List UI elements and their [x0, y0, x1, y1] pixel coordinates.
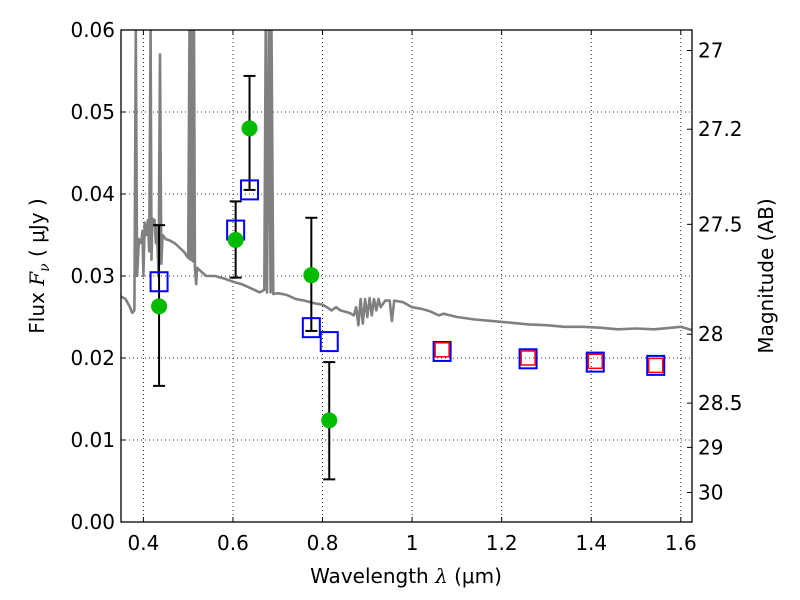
observed-point-4: [321, 412, 338, 429]
x-axis-label: Wavelength λ (μm): [310, 564, 502, 588]
x-tick-label-2: 0.8: [307, 531, 339, 555]
y2-tick-label-4: 28.5: [698, 391, 743, 415]
y-axis-label-unit: ( μJy ): [25, 198, 49, 263]
y-axis-label-subscript: ν: [37, 263, 53, 272]
axis-ticks: [121, 29, 692, 523]
x-axis-label-unit: (μm): [448, 564, 502, 588]
y-tick-label-0: 0.00: [70, 510, 115, 534]
x-tick-label-0: 0.4: [127, 531, 159, 555]
observed-point-0: [151, 298, 168, 315]
y-tick-label-3: 0.03: [70, 264, 115, 288]
x-tick-label-6: 1.6: [665, 531, 697, 555]
observed-point-3: [303, 267, 320, 284]
y2-tick-label-1: 27.2: [698, 117, 743, 141]
x-axis-label-symbol: λ: [434, 564, 448, 588]
model-square-2: [240, 179, 260, 201]
y2-tick-label-2: 27.5: [698, 212, 743, 236]
nir-square-3: [647, 357, 664, 374]
nir-square-0: [434, 342, 450, 358]
y2-tick-label-0: 27: [698, 39, 723, 63]
plot-area: [121, 30, 692, 481]
model-square-6: [518, 348, 538, 370]
y-axis-label: Flux Fν ( μJy ): [25, 198, 53, 333]
tick-labels: 0.4 0.6 0.8 1 1.2 1.4 1.6 0.00 0.01 0.02 0.03 0.04 0…: [70, 18, 742, 555]
y-tick-label-6: 0.06: [70, 18, 115, 42]
x-tick-label-4: 1.2: [486, 531, 518, 555]
x-tick-label-3: 1: [406, 531, 419, 555]
y-tick-label-4: 0.04: [70, 182, 115, 206]
y-tick-label-2: 0.02: [70, 346, 115, 370]
observed-point-1: [227, 231, 244, 248]
model-square-0: [149, 271, 169, 293]
y-axis-label-text: Flux: [25, 286, 49, 334]
x-tick-label-5: 1.4: [575, 531, 607, 555]
nir-square-2: [587, 353, 604, 370]
observed-point-2: [241, 120, 258, 137]
y2-axis-label: Magnitude (AB): [754, 198, 778, 353]
model-square-5: [432, 340, 452, 362]
model-square-4: [319, 331, 339, 353]
y2-tick-label-5: 29: [698, 435, 723, 459]
model-square-7: [585, 351, 605, 373]
y-axis-label-symbol: F: [25, 271, 49, 287]
model-square-8: [646, 354, 666, 376]
y2-tick-label-3: 28: [698, 322, 723, 346]
model-square-3: [301, 317, 321, 339]
nir-square-1: [520, 350, 536, 366]
model-spectrum-line: [121, 30, 692, 332]
x-tick-label-1: 0.6: [217, 531, 249, 555]
x-axis-label-text: Wavelength: [310, 564, 435, 588]
y-tick-label-1: 0.01: [70, 428, 115, 452]
y-tick-label-5: 0.05: [70, 100, 115, 124]
y2-tick-label-6: 30: [698, 480, 723, 504]
